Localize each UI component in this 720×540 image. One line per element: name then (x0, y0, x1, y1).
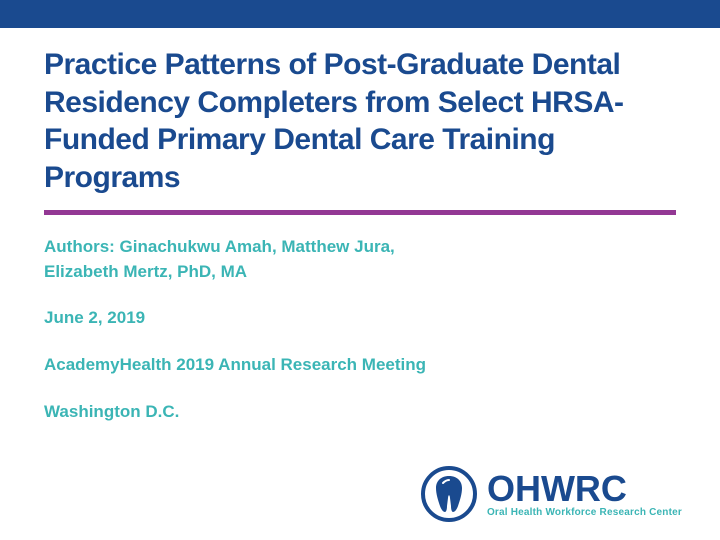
tooth-icon (421, 466, 477, 522)
date-block: June 2, 2019 (44, 306, 676, 331)
logo-text: OHWRC Oral Health Workforce Research Cen… (487, 471, 682, 518)
event-text: AcademyHealth 2019 Annual Research Meeti… (44, 353, 676, 378)
logo-full-name: Oral Health Workforce Research Center (487, 507, 682, 518)
authors-line-1: Authors: Ginachukwu Amah, Matthew Jura, (44, 235, 676, 260)
authors-line-2: Elizabeth Mertz, PhD, MA (44, 260, 676, 285)
slide-content: Practice Patterns of Post-Graduate Denta… (0, 28, 720, 424)
logo-acronym: OHWRC (487, 471, 682, 507)
location-text: Washington D.C. (44, 400, 676, 425)
location-block: Washington D.C. (44, 400, 676, 425)
top-bar (0, 0, 720, 28)
event-block: AcademyHealth 2019 Annual Research Meeti… (44, 353, 676, 378)
date-text: June 2, 2019 (44, 306, 676, 331)
title-underline (44, 210, 676, 215)
logo: OHWRC Oral Health Workforce Research Cen… (421, 466, 682, 522)
authors-block: Authors: Ginachukwu Amah, Matthew Jura, … (44, 235, 676, 284)
slide-title: Practice Patterns of Post-Graduate Denta… (44, 46, 676, 196)
